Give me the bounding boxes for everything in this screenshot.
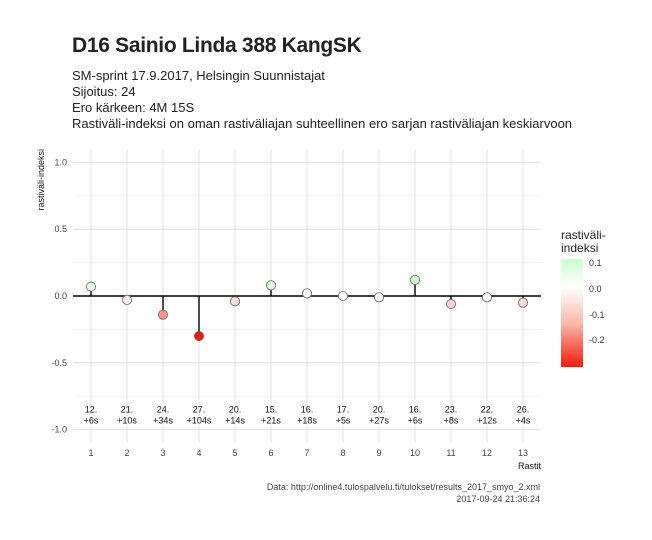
data-point (301, 288, 312, 299)
y-axis-title: rastiväli-indeksi (36, 149, 46, 211)
chart-title: D16 Sainio Linda 388 KangSK (72, 34, 362, 57)
data-point (122, 295, 133, 306)
data-point (518, 297, 529, 308)
x-tick-label: 7 (304, 448, 309, 458)
data-point (373, 292, 384, 303)
data-point (445, 299, 456, 310)
rank-label: 12. (85, 405, 98, 415)
y-tick-label: 1.0 (54, 157, 67, 167)
y-tick-label: -0.5 (51, 358, 67, 368)
time-loss-label: +8s (444, 416, 459, 426)
time-loss-label: +5s (336, 416, 351, 426)
rank-label: 26. (517, 405, 530, 415)
x-tick-label: 4 (196, 448, 201, 458)
rank-label: 20. (229, 405, 242, 415)
legend-tick-label: -0.1 (589, 309, 605, 320)
y-tick-label: 0.5 (54, 224, 67, 234)
x-tick-label: 5 (232, 448, 237, 458)
rank-label: 27. (193, 405, 206, 415)
data-point (229, 296, 240, 307)
legend-tick-label: -0.2 (589, 335, 605, 346)
data-point (193, 331, 204, 342)
time-loss-label: +34s (153, 416, 173, 426)
time-loss-label: +4s (516, 416, 531, 426)
time-loss-label: +6s (408, 416, 423, 426)
x-axis-title: Rastit (518, 461, 542, 471)
subtitle-event: SM-sprint 17.9.2017, Helsingin Suunnista… (72, 68, 325, 83)
y-tick-label: -1.0 (51, 425, 67, 435)
y-tick-label: 0.0 (54, 291, 67, 301)
caption-source: Data: http://online4.tulospalvelu.fi/tul… (266, 482, 540, 492)
legend-title-line1: rastiväli- (561, 228, 606, 242)
time-loss-label: +104s (187, 416, 212, 426)
data-point (481, 292, 492, 303)
data-point (157, 309, 168, 320)
subtitle-rank: Sijoitus: 24 (72, 84, 136, 99)
x-tick-label: 1 (88, 448, 93, 458)
x-tick-label: 2 (124, 448, 129, 458)
legend-title-line2: indeksi (561, 241, 599, 255)
legend-title: rastiväli- indeksi (561, 229, 606, 255)
rank-label: 24. (157, 405, 170, 415)
caption-timestamp: 2017-09-24 21:36:24 (456, 494, 540, 504)
time-loss-label: +21s (261, 416, 281, 426)
data-point (86, 281, 97, 292)
rank-label: 23. (445, 405, 458, 415)
x-tick-label: 10 (410, 448, 420, 458)
rank-label: 17. (337, 405, 350, 415)
time-loss-label: +12s (477, 416, 497, 426)
x-tick-label: 3 (160, 448, 165, 458)
time-loss-label: +14s (225, 416, 245, 426)
legend-tick-label: 0.0 (589, 283, 602, 294)
x-tick-label: 12 (482, 448, 492, 458)
rank-label: 15. (265, 405, 278, 415)
legend-colorbar (561, 259, 583, 367)
data-point (409, 274, 420, 285)
x-tick-label: 13 (518, 448, 528, 458)
subtitle-gap: Ero kärkeen: 4M 15S (72, 100, 195, 115)
data-point (337, 290, 348, 301)
rank-label: 16. (409, 405, 422, 415)
time-loss-label: +27s (369, 416, 389, 426)
subtitle-description: Rastiväli-indeksi on oman rastiväliajan … (72, 116, 573, 131)
time-loss-label: +6s (84, 416, 99, 426)
time-loss-label: +10s (117, 416, 137, 426)
rank-label: 20. (373, 405, 386, 415)
x-tick-label: 6 (268, 448, 273, 458)
x-tick-label: 9 (376, 448, 381, 458)
legend-tick-label: 0.1 (589, 258, 602, 269)
time-loss-label: +18s (297, 416, 317, 426)
x-tick-label: 11 (446, 448, 455, 458)
data-point (265, 280, 276, 291)
rank-label: 21. (121, 405, 134, 415)
rank-label: 16. (301, 405, 314, 415)
x-tick-label: 8 (340, 448, 345, 458)
rank-label: 22. (481, 405, 494, 415)
